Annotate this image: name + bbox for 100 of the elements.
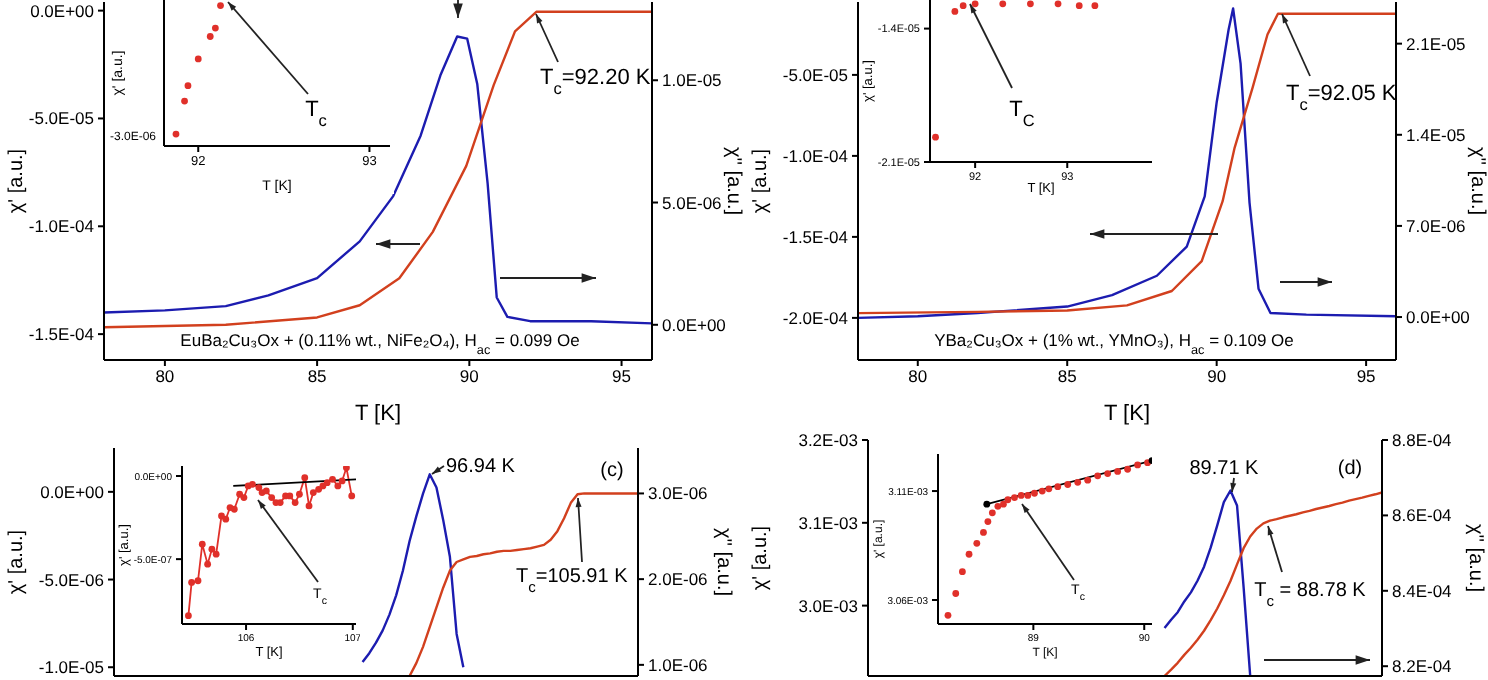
y2-tick-label: 5.0E-06 <box>662 192 723 213</box>
y-axis-title: χ' [a.u.] <box>749 525 771 591</box>
point <box>1004 496 1012 504</box>
annotation: 96.94 K <box>446 456 516 478</box>
y2-tick-label: 1.0E-06 <box>648 654 709 675</box>
point <box>255 484 263 492</box>
annotation: (c) <box>600 460 624 482</box>
y-tick-label: 3.2E-03 <box>798 430 859 451</box>
y-tick-label: -1.5E-04 <box>782 226 849 247</box>
point <box>1054 483 1062 491</box>
point <box>1124 465 1132 473</box>
point <box>994 502 1002 510</box>
y-tick-label: -1.0E-04 <box>28 216 95 237</box>
point <box>1024 492 1032 499</box>
y-tick-label: -5.0E-05 <box>28 108 95 129</box>
y-axis-title: χ' [a.u.] <box>5 148 27 214</box>
annotation: T$_{c}$=92.20 K <box>540 66 652 97</box>
point <box>296 490 303 498</box>
point <box>1054 0 1062 8</box>
point <box>984 518 992 525</box>
annotation: YBa₂Cu₃Ox + (1% wt., YMnO₃), H$_{ac}$ = 0.109 Oe <box>934 330 1295 357</box>
point <box>1074 478 1082 486</box>
y2-axis-title: χ'' [a.u.] <box>723 146 745 216</box>
y-tick-label: -5.0E-06 <box>38 569 105 590</box>
point <box>212 550 220 558</box>
point <box>980 529 987 536</box>
y-axis-title: χ' [a.u.] <box>5 529 27 595</box>
annotation: T$_{c}$ <box>305 98 327 129</box>
y2-tick-label: 2.0E-06 <box>648 569 709 590</box>
y2-tick-label: 8.4E-04 <box>1392 580 1453 601</box>
y2-axis-title: χ'' [a.u.] <box>713 527 735 597</box>
x-tick-label: 90 <box>1207 366 1227 387</box>
y-tick-label: -1.0E-04 <box>782 145 849 166</box>
point <box>342 466 350 472</box>
annotation: T$_{c}$ = 88.78 K <box>1254 580 1367 609</box>
point <box>286 492 294 500</box>
point <box>1064 481 1072 488</box>
annotation: (d) <box>1337 458 1363 480</box>
y-tick-label: -1.0E-05 <box>38 657 105 678</box>
point <box>983 500 991 508</box>
point <box>329 475 336 483</box>
x-axis-title: T [K] <box>1103 402 1151 426</box>
point <box>1091 2 1099 10</box>
annotation: 89.71 K <box>1189 458 1260 480</box>
y2-axis-title: χ'' [a.u.] <box>1467 146 1488 216</box>
y-axis-title: χ' [a.u.] <box>749 148 771 214</box>
point <box>208 545 216 553</box>
annotation: EuBa₂Cu₃Ox + (0.11% wt., NiFe₂O₄), H$_{ac}$ = 0.099 Oe <box>180 330 581 357</box>
annotation: T$_{c}$=92.05 K <box>1286 82 1398 113</box>
y-tick-label: -1.5E-04 <box>28 324 95 345</box>
x-tick-label: 95 <box>1356 366 1377 387</box>
x-tick-label: 85 <box>307 366 328 387</box>
point <box>217 2 224 10</box>
point <box>932 133 939 141</box>
x-tick-label: 80 <box>908 366 928 387</box>
point <box>181 97 188 105</box>
y2-tick-label: 3.0E-06 <box>648 483 709 504</box>
line-series <box>361 473 465 669</box>
point <box>1000 500 1007 508</box>
point <box>1031 489 1038 497</box>
y2-tick-label: 8.6E-04 <box>1392 505 1453 526</box>
point <box>301 474 309 482</box>
point <box>348 492 356 500</box>
point <box>1038 487 1046 495</box>
y2-tick-label: 0.0E+00 <box>1406 307 1471 328</box>
point <box>185 612 192 620</box>
point <box>1084 476 1092 484</box>
point <box>958 568 966 576</box>
point <box>973 539 981 547</box>
y2-tick-label: 8.2E-04 <box>1392 656 1453 677</box>
point <box>988 509 996 517</box>
point <box>334 482 342 490</box>
y2-tick-label: 7.0E-06 <box>1406 215 1467 236</box>
point <box>1075 2 1083 10</box>
point <box>206 33 214 40</box>
x-axis-title: T [K] <box>354 402 402 426</box>
point <box>1045 485 1053 493</box>
y-tick-label: 3.1E-03 <box>798 512 859 533</box>
line-series <box>408 492 638 676</box>
point <box>211 24 219 32</box>
point <box>291 499 299 506</box>
point <box>204 560 212 568</box>
y-tick-label: -5.0E-05 <box>782 64 849 85</box>
y-tick-label: -2.0E-04 <box>782 307 849 328</box>
point <box>944 611 952 619</box>
point <box>951 8 959 15</box>
point <box>1114 468 1122 475</box>
annotation: T$_{c}$=105.91 K <box>516 566 629 595</box>
point <box>1134 461 1141 469</box>
point <box>965 550 973 558</box>
point <box>188 579 196 586</box>
annotation: T$_{C}$ <box>1009 98 1035 129</box>
point <box>194 55 202 63</box>
point <box>999 0 1007 8</box>
y2-tick-label: 2.1E-05 <box>1406 33 1467 54</box>
y2-tick-label: 1.4E-05 <box>1406 124 1467 145</box>
point <box>309 489 317 497</box>
x-tick-label: 90 <box>459 366 480 387</box>
y2-tick-label: 8.8E-04 <box>1392 430 1453 451</box>
point <box>184 82 192 90</box>
